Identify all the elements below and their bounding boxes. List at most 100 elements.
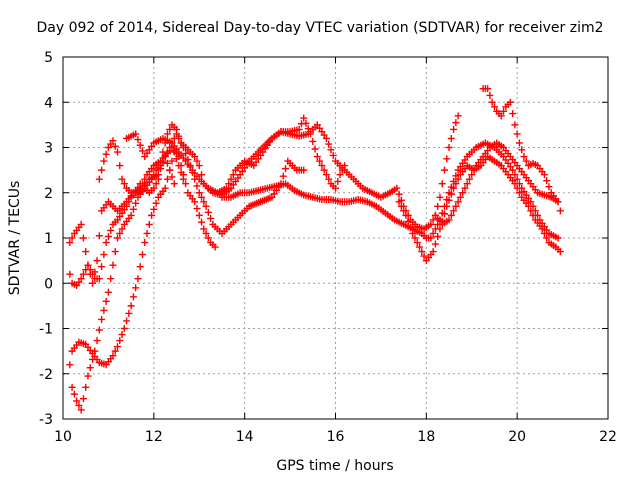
data-point: [193, 157, 201, 165]
data-point: [114, 234, 121, 242]
data-point: [515, 189, 523, 197]
data-point: [438, 180, 446, 188]
data-point: [443, 202, 451, 210]
data-point: [225, 180, 233, 188]
series-track-h: [395, 153, 564, 265]
data-point: [452, 119, 460, 127]
data-point: [111, 347, 119, 355]
chart-title: Day 092 of 2014, Sidereal Day-to-day VTE…: [37, 20, 604, 36]
data-point: [406, 223, 414, 231]
data-point: [152, 199, 160, 207]
data-point: [527, 207, 535, 215]
data-point: [311, 145, 319, 153]
data-point: [163, 175, 171, 183]
data-point: [98, 315, 106, 323]
data-point: [497, 112, 505, 120]
data-point: [429, 248, 437, 256]
data-point: [127, 302, 135, 310]
data-point: [95, 175, 103, 183]
x-tick-label: 20: [508, 429, 526, 445]
data-point: [77, 406, 85, 414]
data-point: [100, 306, 108, 314]
data-point: [200, 198, 208, 206]
data-point: [134, 275, 142, 283]
data-point: [520, 153, 528, 161]
data-point: [175, 132, 183, 140]
data-point: [166, 166, 174, 174]
data-point: [543, 234, 551, 242]
x-tick-label: 18: [417, 429, 435, 445]
data-point: [75, 401, 83, 409]
y-tick-label: 1: [44, 231, 53, 247]
data-point: [116, 162, 124, 170]
data-point: [91, 268, 99, 276]
data-point: [198, 193, 206, 201]
data-point: [100, 251, 108, 259]
data-point: [107, 275, 115, 283]
data-point: [450, 125, 458, 133]
data-point: [445, 144, 453, 151]
data-point: [443, 155, 451, 163]
data-point: [441, 210, 448, 218]
data-point: [123, 317, 131, 325]
data-point: [302, 119, 310, 127]
data-point: [111, 142, 119, 150]
data-point: [202, 202, 210, 210]
data-point: [393, 184, 401, 192]
data-point: [104, 288, 112, 296]
data-point: [66, 239, 74, 247]
data-point: [229, 171, 237, 179]
x-tick-label: 10: [54, 429, 72, 445]
data-point: [161, 184, 169, 192]
data-point: [195, 162, 203, 170]
data-point: [511, 180, 519, 188]
data-point: [445, 216, 453, 224]
data-point: [463, 180, 471, 188]
plot-frame: [62, 56, 609, 420]
data-point: [114, 343, 121, 351]
data-point: [125, 309, 133, 317]
data-point: [79, 395, 87, 403]
data-point: [93, 257, 101, 265]
x-tick-label: 16: [327, 429, 345, 445]
data-point: [100, 157, 108, 165]
data-point: [179, 175, 187, 183]
data-point: [159, 148, 167, 156]
data-point: [436, 193, 444, 201]
data-point: [431, 240, 439, 248]
data-point: [325, 140, 333, 148]
data-point: [400, 207, 408, 215]
data-point: [506, 98, 514, 106]
data-point: [300, 166, 308, 174]
data-point: [554, 198, 562, 206]
data-point: [66, 270, 74, 278]
data-point: [318, 162, 326, 170]
data-point: [191, 153, 199, 161]
data-point: [511, 171, 519, 179]
data-point: [454, 175, 462, 183]
data-point: [195, 189, 203, 197]
data-point: [93, 337, 101, 345]
data-point: [138, 147, 146, 155]
data-point: [500, 107, 508, 115]
data-point: [522, 157, 530, 165]
data-series: [66, 85, 564, 414]
data-point: [511, 121, 519, 129]
data-point: [109, 137, 117, 145]
data-point: [132, 284, 140, 292]
data-point: [200, 225, 208, 233]
data-point: [204, 234, 212, 242]
data-point: [84, 372, 92, 380]
data-point: [456, 193, 464, 201]
data-point: [554, 234, 562, 242]
data-point: [334, 177, 342, 185]
data-point: [484, 85, 492, 93]
data-point: [447, 211, 455, 219]
data-point: [488, 98, 496, 106]
data-point: [279, 172, 287, 180]
data-point: [84, 261, 92, 269]
data-point: [120, 180, 128, 188]
y-tick-label: -3: [39, 412, 53, 428]
data-point: [109, 352, 117, 360]
data-point: [509, 166, 517, 174]
